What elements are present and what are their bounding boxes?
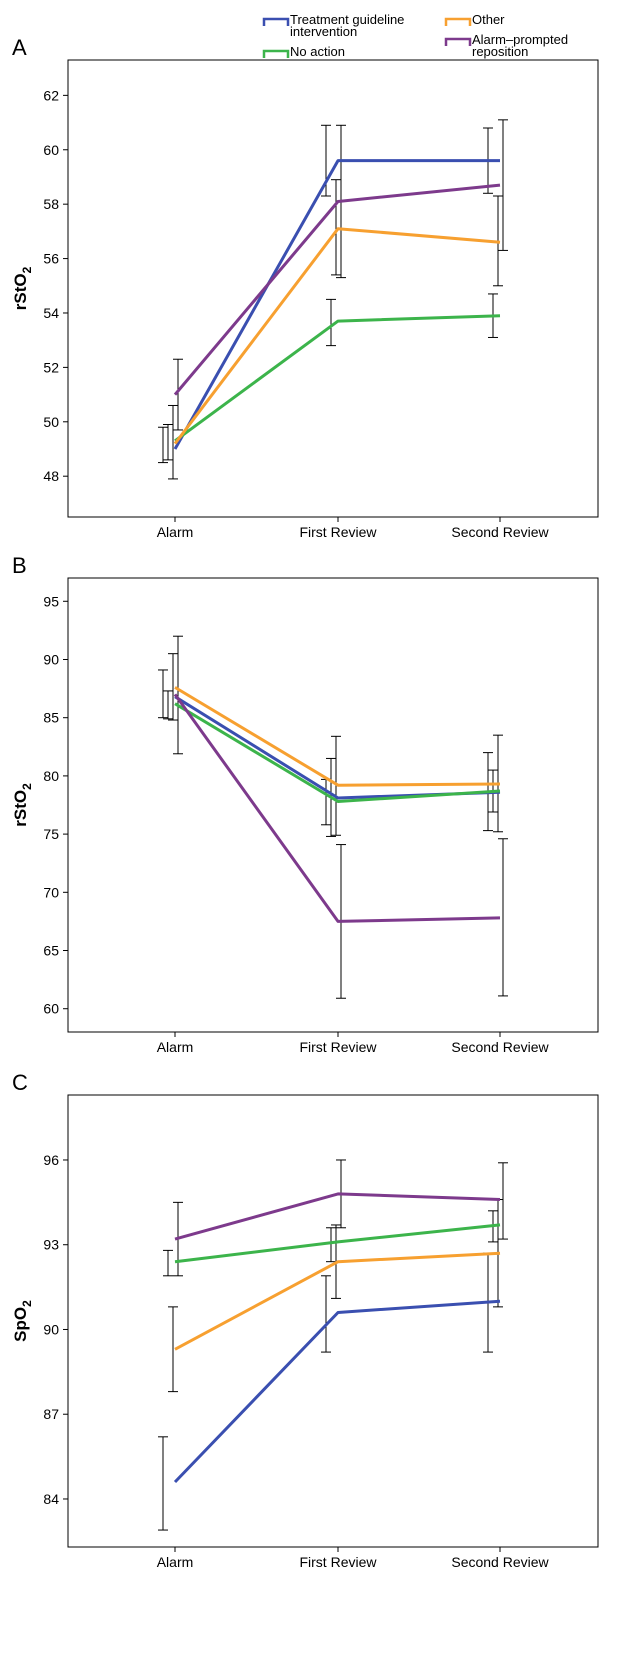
error-bar bbox=[158, 426, 168, 464]
series-line bbox=[174, 1251, 501, 1351]
series-line bbox=[173, 1299, 501, 1484]
y-tick-label: 70 bbox=[43, 884, 59, 900]
error-bar bbox=[163, 424, 173, 461]
legend-label: reposition bbox=[472, 44, 528, 59]
error-bar bbox=[158, 1436, 168, 1531]
y-tick-label: 84 bbox=[43, 1491, 59, 1507]
panel-b: B 60 65 70 75 80 85 90 95 Alarm First Review Second… bbox=[11, 553, 599, 1055]
series-line bbox=[173, 693, 501, 923]
y-tick-label: 85 bbox=[43, 710, 59, 726]
series-line bbox=[173, 183, 501, 396]
y-tick-label: 80 bbox=[43, 768, 59, 784]
series-line bbox=[174, 686, 501, 787]
legend-label: intervention bbox=[290, 24, 357, 39]
panel-a: A 48 50 52 54 56 58 60 62 Alarm First Review Second… bbox=[11, 35, 599, 540]
panel-c: C 84 87 90 93 96 Alarm First Review Second Revie… bbox=[11, 1070, 599, 1570]
panels: A 48 50 52 54 56 58 60 62 Alarm First Review Second… bbox=[11, 35, 599, 1570]
legend-label: Other bbox=[472, 12, 505, 27]
error-bar bbox=[168, 404, 178, 480]
series-line bbox=[174, 1223, 501, 1264]
y-tick-label: 95 bbox=[43, 593, 59, 609]
legend-label: No action bbox=[290, 44, 345, 59]
error-bar bbox=[331, 735, 341, 836]
panel-letter: A bbox=[12, 35, 27, 60]
panel-letter: C bbox=[12, 1070, 28, 1095]
y-tick-label: 62 bbox=[43, 87, 59, 103]
y-tick-label: 52 bbox=[43, 359, 59, 375]
error-bar bbox=[326, 1227, 336, 1263]
y-tick-label: 54 bbox=[43, 305, 59, 321]
error-bar bbox=[173, 358, 183, 431]
error-bar bbox=[163, 690, 173, 720]
panel-letter: B bbox=[12, 553, 27, 578]
error-bar bbox=[158, 669, 168, 719]
plot-frame bbox=[67, 577, 599, 1033]
x-tick-label: Alarm bbox=[157, 524, 194, 540]
y-tick-label: 60 bbox=[43, 142, 59, 158]
y-tick-label: 50 bbox=[43, 414, 59, 430]
y-tick-label: 90 bbox=[43, 1321, 59, 1337]
x-tick-label: Alarm bbox=[157, 1554, 194, 1570]
y-tick-label: 90 bbox=[43, 651, 59, 667]
x-tick-label: Alarm bbox=[157, 1039, 194, 1055]
error-bar bbox=[173, 635, 183, 755]
y-tick-label: 56 bbox=[43, 251, 59, 267]
legend-item: Other bbox=[444, 12, 505, 27]
legend-item: No action bbox=[262, 44, 345, 59]
error-bar bbox=[326, 298, 336, 347]
series-line bbox=[174, 314, 501, 443]
x-tick-label: Second Review bbox=[451, 1039, 549, 1055]
y-axis-label: rStO2 bbox=[11, 783, 34, 827]
legend-label: Alarm–prompted bbox=[472, 32, 568, 47]
legend-swatch bbox=[262, 49, 290, 58]
error-bar bbox=[498, 119, 508, 251]
y-tick-label: 96 bbox=[43, 1152, 59, 1168]
error-bar bbox=[168, 653, 178, 721]
error-bar bbox=[168, 1306, 178, 1393]
error-bar bbox=[321, 1275, 331, 1353]
legend-label: Treatment guideline bbox=[290, 12, 404, 27]
legend-swatch bbox=[262, 17, 290, 26]
x-tick-label: First Review bbox=[299, 524, 377, 540]
y-tick-label: 48 bbox=[43, 468, 59, 484]
y-tick-label: 93 bbox=[43, 1237, 59, 1253]
x-tick-label: First Review bbox=[299, 1554, 377, 1570]
plot-frame bbox=[67, 1094, 599, 1548]
y-axis-label: rStO2 bbox=[11, 266, 34, 310]
legend-swatch bbox=[444, 37, 472, 46]
y-tick-label: 65 bbox=[43, 943, 59, 959]
x-tick-label: Second Review bbox=[451, 524, 549, 540]
error-bar bbox=[498, 838, 508, 997]
legend-swatch bbox=[444, 17, 472, 26]
error-bar bbox=[498, 1162, 508, 1240]
plot-frame bbox=[67, 59, 599, 518]
y-tick-label: 58 bbox=[43, 196, 59, 212]
y-tick-label: 87 bbox=[43, 1406, 59, 1422]
error-bar bbox=[331, 179, 341, 276]
error-bar bbox=[321, 778, 331, 826]
error-bar bbox=[163, 1249, 173, 1277]
series-line bbox=[174, 1192, 501, 1241]
x-tick-label: Second Review bbox=[451, 1554, 549, 1570]
series-line bbox=[174, 702, 501, 803]
series-line bbox=[173, 159, 500, 450]
y-axis-label: SpO2 bbox=[11, 1300, 34, 1342]
x-tick-label: First Review bbox=[299, 1039, 377, 1055]
series-line bbox=[173, 227, 501, 445]
y-tick-label: 60 bbox=[43, 1001, 59, 1017]
series-line bbox=[174, 695, 501, 800]
y-tick-label: 75 bbox=[43, 826, 59, 842]
